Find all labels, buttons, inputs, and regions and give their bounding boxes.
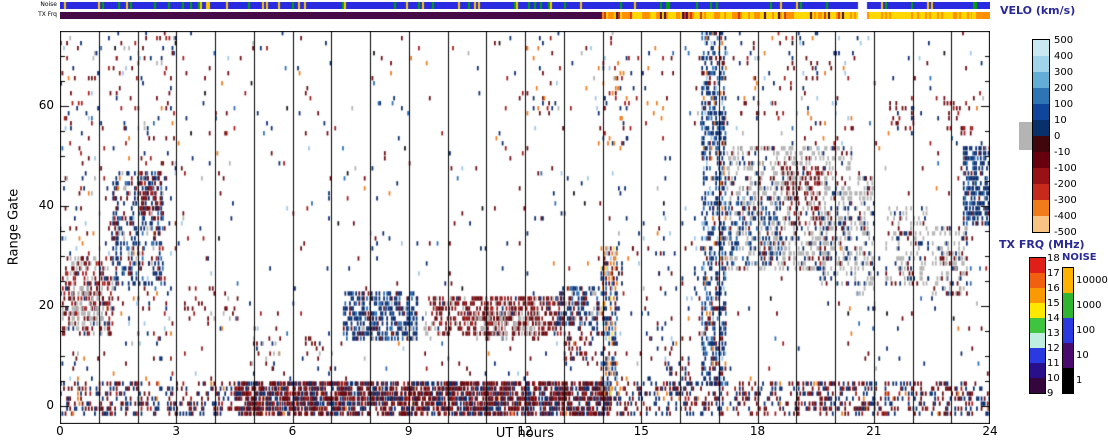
velocity-colorbar-label: -10 xyxy=(1054,147,1071,158)
y-tick-label: 20 xyxy=(38,298,54,313)
x-tick-label: 0 xyxy=(56,424,64,438)
noise-strip-label: Noise xyxy=(40,1,57,8)
x-tick-label: 3 xyxy=(172,424,181,438)
txfrq-colorbar-segment xyxy=(1030,348,1045,363)
noise-colorbar-frame xyxy=(1062,267,1074,394)
velo-legend-title: VELO (km/s) xyxy=(1000,4,1076,17)
velocity-colorbar-segment xyxy=(1033,152,1049,168)
velocity-colorbar-segment xyxy=(1033,120,1049,136)
txfrq-colorbar-label: 15 xyxy=(1047,298,1060,309)
noise-colorbar-segment xyxy=(1063,318,1073,343)
txfrq-colorbar-label: 17 xyxy=(1047,268,1060,279)
txfrq-colorbar-segment xyxy=(1030,318,1045,333)
velocity-colorbar-label: 400 xyxy=(1054,51,1074,62)
noise-colorbar-label: 1000 xyxy=(1076,299,1102,311)
x-tick-label: 18 xyxy=(749,424,766,438)
x-tick-label: 6 xyxy=(288,424,297,438)
noise-colorbar-label: 10 xyxy=(1076,349,1089,361)
velocity-colorbar-segment xyxy=(1033,216,1049,232)
noise-colorbar-segment xyxy=(1063,268,1073,293)
velocity-colorbar-frame xyxy=(1032,39,1050,233)
x-tick-label: 15 xyxy=(633,424,649,438)
noise-colorbar-segment xyxy=(1063,343,1073,368)
velocity-colorbar-segment xyxy=(1033,72,1049,88)
velocity-colorbar-segment xyxy=(1033,88,1049,104)
y-tick-label: 40 xyxy=(38,198,54,213)
velocity-colorbar-segment xyxy=(1033,40,1049,56)
noise-colorbar-segment xyxy=(1063,368,1073,393)
txfrq-colorbar-label: 11 xyxy=(1047,358,1060,369)
y-tick-label: 60 xyxy=(38,98,54,113)
noise-colorbar-label: 1 xyxy=(1076,374,1083,386)
txfrq-colorbar-label: 16 xyxy=(1047,283,1060,294)
velocity-colorbar-label: 10 xyxy=(1054,115,1067,126)
txfrq-colorbar-segment xyxy=(1030,273,1045,288)
velocity-colorbar-label: 300 xyxy=(1054,67,1074,78)
x-tick-label: 12 xyxy=(517,424,533,438)
velocity-colorbar-label: -200 xyxy=(1054,179,1077,190)
txfrq-colorbar-label: 12 xyxy=(1047,343,1060,354)
noise-colorbar-label: 100 xyxy=(1076,324,1096,336)
x-tick-label: 24 xyxy=(982,424,998,438)
velocity-colorbar-label: -300 xyxy=(1054,195,1077,206)
y-tick-label: 0 xyxy=(46,398,54,413)
velocity-colorbar-segment xyxy=(1033,168,1049,184)
velocity-colorbar-segment xyxy=(1033,104,1049,120)
velocity-colorbar-segment xyxy=(1033,184,1049,200)
ground-scatter-swatch xyxy=(1019,122,1032,150)
velocity-colorbar-segment xyxy=(1033,56,1049,72)
noise-strip xyxy=(60,2,990,9)
txfrq-colorbar-label: 13 xyxy=(1047,328,1060,339)
noise-colorbar-segment xyxy=(1063,293,1073,318)
txfrq-colorbar-label: 10 xyxy=(1047,373,1060,384)
txfrq-strip-label: TX Frq xyxy=(38,11,57,18)
txfrq-legend-title: TX FRQ (MHz) xyxy=(999,238,1085,251)
velocity-colorbar-label: 0 xyxy=(1054,131,1061,142)
velocity-colorbar-segment xyxy=(1033,136,1049,152)
txfrq-colorbar-segment xyxy=(1030,303,1045,318)
txfrq-colorbar-segment xyxy=(1030,333,1045,348)
velocity-colorbar-label: -100 xyxy=(1054,163,1077,174)
txfrq-colorbar-segment xyxy=(1030,363,1045,378)
x-axis-label: UT hours xyxy=(495,426,555,441)
txfrq-colorbar-frame xyxy=(1029,257,1046,394)
velocity-colorbar-label: 500 xyxy=(1054,35,1074,46)
noise-legend-title: NOISE xyxy=(1062,252,1097,263)
txfrq-colorbar-label: 9 xyxy=(1047,388,1054,399)
y-axis-label: Range Gate xyxy=(6,188,22,266)
velocity-colorbar-label: -400 xyxy=(1054,211,1077,222)
x-tick-label: 9 xyxy=(404,424,413,438)
velocity-colorbar-segment xyxy=(1033,200,1049,216)
txfrq-strip xyxy=(60,12,990,19)
txfrq-colorbar-segment xyxy=(1030,378,1045,393)
noise-colorbar-label: 10000 xyxy=(1076,274,1108,286)
velocity-colorbar-label: 200 xyxy=(1054,83,1074,94)
txfrq-colorbar-label: 18 xyxy=(1047,253,1060,264)
velocity-colorbar-label: 100 xyxy=(1054,99,1074,110)
txfrq-colorbar-segment xyxy=(1030,288,1045,303)
rti-plot-canvas xyxy=(60,31,990,424)
txfrq-colorbar-segment xyxy=(1030,258,1045,273)
x-tick-label: 21 xyxy=(866,424,882,438)
velocity-colorbar-label: -500 xyxy=(1054,227,1077,238)
txfrq-colorbar-label: 14 xyxy=(1047,313,1060,324)
